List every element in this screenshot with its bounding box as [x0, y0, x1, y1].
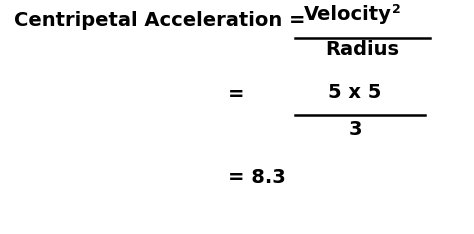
Text: = 8.3: = 8.3 [228, 168, 286, 187]
Text: Centripetal Acceleration =: Centripetal Acceleration = [14, 11, 312, 30]
Text: 3: 3 [348, 120, 362, 139]
Text: 2: 2 [392, 3, 401, 16]
Text: 5 x 5: 5 x 5 [328, 83, 382, 102]
Text: =: = [228, 85, 245, 104]
Text: Velocity: Velocity [304, 5, 392, 24]
Text: Radius: Radius [325, 40, 399, 59]
